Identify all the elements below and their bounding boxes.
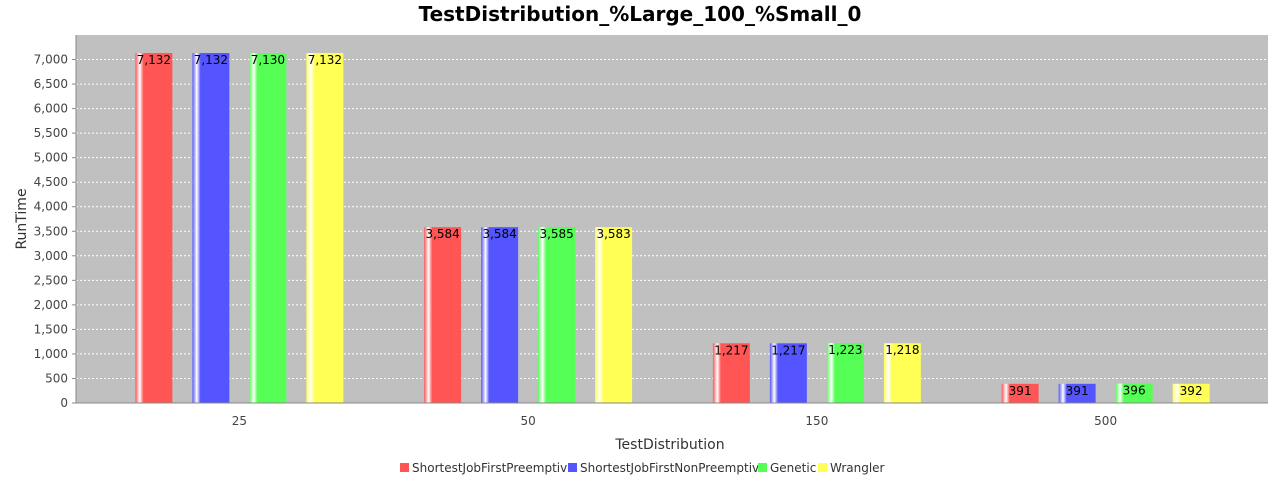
bar: [192, 53, 230, 404]
y-tick-label: 6,500: [34, 77, 68, 91]
data-label: 1,217: [771, 343, 805, 357]
y-tick-label: 4,000: [34, 200, 68, 214]
chart-title: TestDistribution_%Large_100_%Small_0: [419, 2, 862, 26]
y-tick-label: 7,000: [34, 53, 68, 67]
legend-label: ShortestJobFirstPreemptive: [412, 461, 575, 475]
data-label: 3,583: [596, 227, 630, 241]
bar: [1115, 383, 1153, 403]
data-label: 3,585: [539, 227, 573, 241]
data-label: 392: [1180, 384, 1203, 398]
bar: [538, 227, 576, 403]
bar: [826, 342, 864, 403]
data-label: 1,217: [714, 343, 748, 357]
legend-swatch: [758, 463, 767, 472]
y-tick-label: 2,500: [34, 273, 68, 287]
bar: [424, 227, 462, 403]
y-tick-label: 2,000: [34, 298, 68, 312]
y-tick-label: 5,000: [34, 151, 68, 165]
bar: [135, 53, 173, 404]
x-tick-label: 25: [232, 414, 247, 428]
bar: [306, 53, 344, 404]
x-axis-ticks: 25 50 150 500: [232, 414, 1117, 428]
legend-swatch: [818, 463, 827, 472]
y-tick-label: 0: [60, 396, 68, 410]
y-tick-label: 1,000: [34, 347, 68, 361]
data-label: 3,584: [482, 227, 516, 241]
gridlines: [76, 59, 1268, 379]
bar: [481, 227, 519, 403]
x-tick-label: 150: [805, 414, 828, 428]
bar: [712, 343, 750, 403]
data-label: 3,584: [425, 227, 459, 241]
y-axis-label: RunTime: [14, 188, 30, 249]
data-label: 7,130: [251, 53, 285, 67]
legend-swatch: [568, 463, 577, 472]
x-tick-label: 50: [520, 414, 535, 428]
bars: [135, 53, 1210, 404]
x-tick-label: 500: [1094, 414, 1117, 428]
bar: [595, 227, 633, 403]
bar: [769, 343, 807, 403]
y-tick-label: 5,500: [34, 126, 68, 140]
legend-swatch: [400, 463, 409, 472]
data-label: 7,132: [194, 53, 228, 67]
data-label: 1,223: [828, 343, 862, 357]
data-label: 391: [1009, 384, 1032, 398]
data-labels: 7,132 7,132 7,130 7,132 3,584 3,584 3,585 3,583…: [137, 53, 1203, 398]
y-axis-ticks: 0 500 1,000 1,500 2,000 2,500 3,000 3,500 4,000 4…: [34, 53, 76, 410]
bar: [249, 53, 287, 404]
bar: [1058, 383, 1096, 403]
data-label: 396: [1123, 384, 1146, 398]
data-label: 1,218: [885, 343, 919, 357]
legend-label: Wrangler: [830, 461, 885, 475]
y-tick-label: 3,000: [34, 249, 68, 263]
y-tick-label: 500: [45, 371, 68, 385]
y-tick-label: 1,500: [34, 322, 68, 336]
y-tick-label: 4,500: [34, 175, 68, 189]
legend-label: Genetic: [770, 461, 816, 475]
y-tick-label: 6,000: [34, 102, 68, 116]
bar: [1172, 383, 1210, 403]
data-label: 7,132: [137, 53, 171, 67]
legend-label: ShortestJobFirstNonPreemptive: [580, 461, 767, 475]
legend: ShortestJobFirstPreemptive ShortestJobFir…: [400, 461, 885, 475]
data-label: 7,132: [308, 53, 342, 67]
bar: [883, 343, 921, 403]
x-axis-label: TestDistribution: [614, 437, 724, 453]
bar: [1001, 383, 1039, 403]
data-label: 391: [1066, 384, 1089, 398]
y-tick-label: 3,500: [34, 224, 68, 238]
